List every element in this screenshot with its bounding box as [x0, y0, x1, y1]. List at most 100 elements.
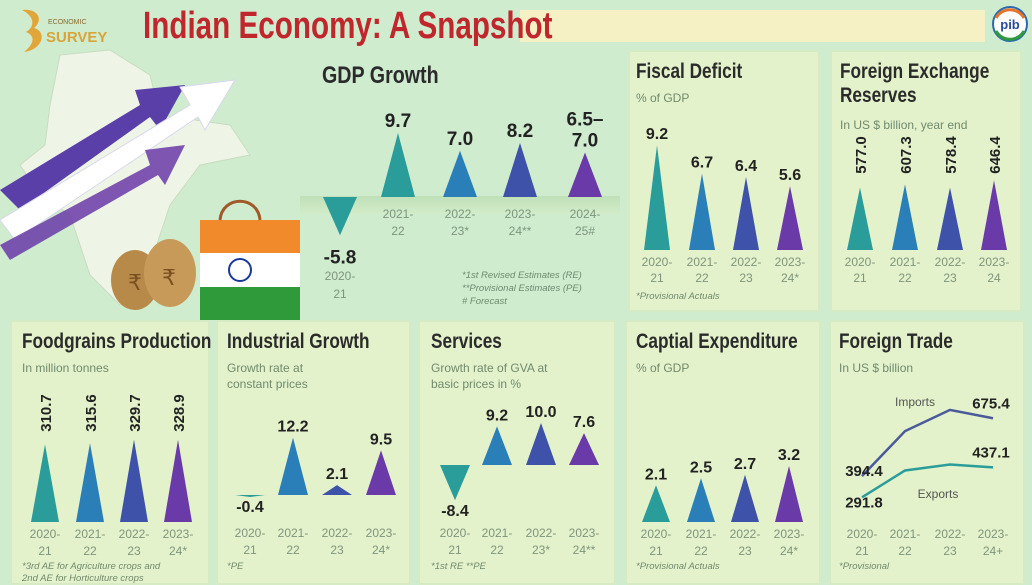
capex-category-label-line2: 24* [780, 544, 798, 558]
trade-category-label-line2: 23 [943, 544, 957, 558]
forex-category-label-line1: 2021- [890, 255, 921, 269]
fiscal-category-label-line1: 2022- [731, 255, 762, 269]
services-value-label: 10.0 [525, 404, 556, 421]
services-category-label-line1: 2020- [440, 526, 471, 540]
capex-triangle [687, 478, 715, 522]
industry-category-label-line2: 23 [330, 543, 344, 557]
services-value-label: 9.2 [486, 407, 508, 424]
forex-triangle [981, 180, 1007, 250]
services-triangle-negative [440, 465, 470, 501]
industry-triangle [278, 437, 308, 495]
fiscal-triangle [733, 177, 759, 250]
food-category-label-line1: 2021- [75, 527, 106, 541]
trade-exports-value-label: 437.1 [972, 444, 1010, 461]
forex-value-label: 577.0 [853, 136, 870, 174]
trade-category-label-line1: 2020- [847, 527, 878, 541]
gdp-category-label-line2: 24** [509, 224, 532, 238]
gdp-category-label-line1: 2023- [505, 207, 536, 221]
capex-value-label: 2.5 [690, 459, 712, 476]
foodgrains-title: Foodgrains Production [22, 330, 212, 353]
trade-imports-legend-label: Imports [895, 395, 935, 409]
industry-category-label-line2: 22 [286, 543, 300, 557]
gdp-value-label: 8.2 [507, 121, 533, 142]
gdp-category-label-line2: 22 [391, 224, 405, 238]
fiscal-title: Fiscal Deficit [636, 60, 743, 83]
fiscal-value-label: 6.7 [691, 155, 713, 172]
food-value-label: 328.9 [171, 394, 188, 432]
gdp-triangle [381, 132, 415, 197]
industrial-title: Industrial Growth [227, 330, 370, 353]
svg-text:pib: pib [1000, 17, 1020, 32]
services-category-label-line1: 2021- [482, 526, 513, 540]
gdp-note-2: **Provisional Estimates (PE) [462, 283, 582, 294]
capex-value-label: 2.1 [645, 466, 667, 483]
economic-survey-logo: ECONOMIC SURVEY [8, 6, 108, 54]
capex-category-label-line2: 22 [694, 544, 708, 558]
trade-category-label-line1: 2021- [890, 527, 921, 541]
capex-category-label-line2: 21 [649, 544, 663, 558]
trade-exports-legend-label: Exports [918, 487, 959, 501]
services-category-label-line2: 21 [448, 543, 462, 557]
industry-triangle [322, 485, 352, 495]
forex-category-label-line2: 23 [943, 271, 957, 285]
svg-text:₹: ₹ [128, 271, 142, 296]
fiscal-value-label: 6.4 [735, 158, 757, 175]
services-category-label-line1: 2022- [526, 526, 557, 540]
forex-triangle [937, 187, 963, 250]
gdp-value-label: -5.8 [324, 247, 357, 268]
capex-note: *Provisional Actuals [636, 561, 720, 572]
trade-imports-value-label: 394.4 [845, 463, 883, 480]
trade-category-label-line2: 22 [898, 544, 912, 558]
industry-value-label: -0.4 [236, 499, 264, 516]
fiscal-note: *Provisional Actuals [636, 291, 720, 302]
fiscal-value-label: 5.6 [779, 167, 801, 184]
industry-value-label: 12.2 [277, 419, 308, 436]
services-category-label-line1: 2023- [569, 526, 600, 540]
fiscal-category-label-line2: 23 [739, 271, 753, 285]
services-subtitle: Growth rate of GVA at basic prices in % [431, 361, 548, 391]
gdp-category-label-line1: 2022- [445, 207, 476, 221]
capex-category-label-line1: 2021- [686, 527, 717, 541]
fiscal-category-label-line2: 22 [695, 271, 709, 285]
trade-category-label-line2: 21 [855, 544, 869, 558]
forex-triangle [847, 187, 873, 250]
gdp-category-label-line1: 2021- [383, 207, 414, 221]
fiscal-triangle [777, 186, 803, 250]
fiscal-triangle [689, 173, 715, 250]
services-category-label-line2: 23* [532, 543, 550, 557]
capex-category-label-line1: 2023- [774, 527, 805, 541]
svg-text:ECONOMIC: ECONOMIC [48, 19, 87, 26]
fiscal-subtitle: % of GDP [636, 91, 690, 105]
food-value-label: 315.6 [83, 394, 100, 432]
food-category-label-line2: 23 [127, 544, 141, 558]
food-category-label-line1: 2020- [30, 527, 61, 541]
trade-imports-value-label: 675.4 [972, 395, 1010, 412]
services-triangle [569, 433, 599, 465]
industry-category-label-line2: 21 [243, 543, 257, 557]
industrial-subtitle: Growth rate at constant prices [227, 361, 308, 391]
gdp-category-label-line2: 23* [451, 224, 469, 238]
trade-category-label-line1: 2023- [978, 527, 1009, 541]
capex-triangle [775, 466, 803, 522]
industry-category-label-line1: 2021- [278, 526, 309, 540]
pib-logo: pib [990, 4, 1030, 44]
page-title: Indian Economy: A Snapshot [143, 5, 553, 47]
forex-category-label-line1: 2023- [979, 255, 1010, 269]
capex-category-label-line1: 2020- [641, 527, 672, 541]
forex-category-label-line2: 21 [853, 271, 867, 285]
gdp-title: GDP Growth [322, 62, 439, 89]
industry-triangle-negative [235, 495, 265, 497]
capex-triangle [642, 485, 670, 522]
industry-value-label: 2.1 [326, 466, 348, 483]
services-triangle [526, 423, 556, 465]
food-category-label-line2: 21 [38, 544, 52, 558]
svg-text:₹: ₹ [162, 266, 176, 291]
industry-triangle [366, 450, 396, 495]
gdp-triangle [443, 150, 477, 197]
trade-imports-line [861, 408, 994, 478]
fiscal-category-label-line1: 2020- [642, 255, 673, 269]
trade-exports-line [861, 463, 994, 499]
gdp-baseline-band [300, 196, 620, 214]
services-category-label-line2: 22 [490, 543, 504, 557]
